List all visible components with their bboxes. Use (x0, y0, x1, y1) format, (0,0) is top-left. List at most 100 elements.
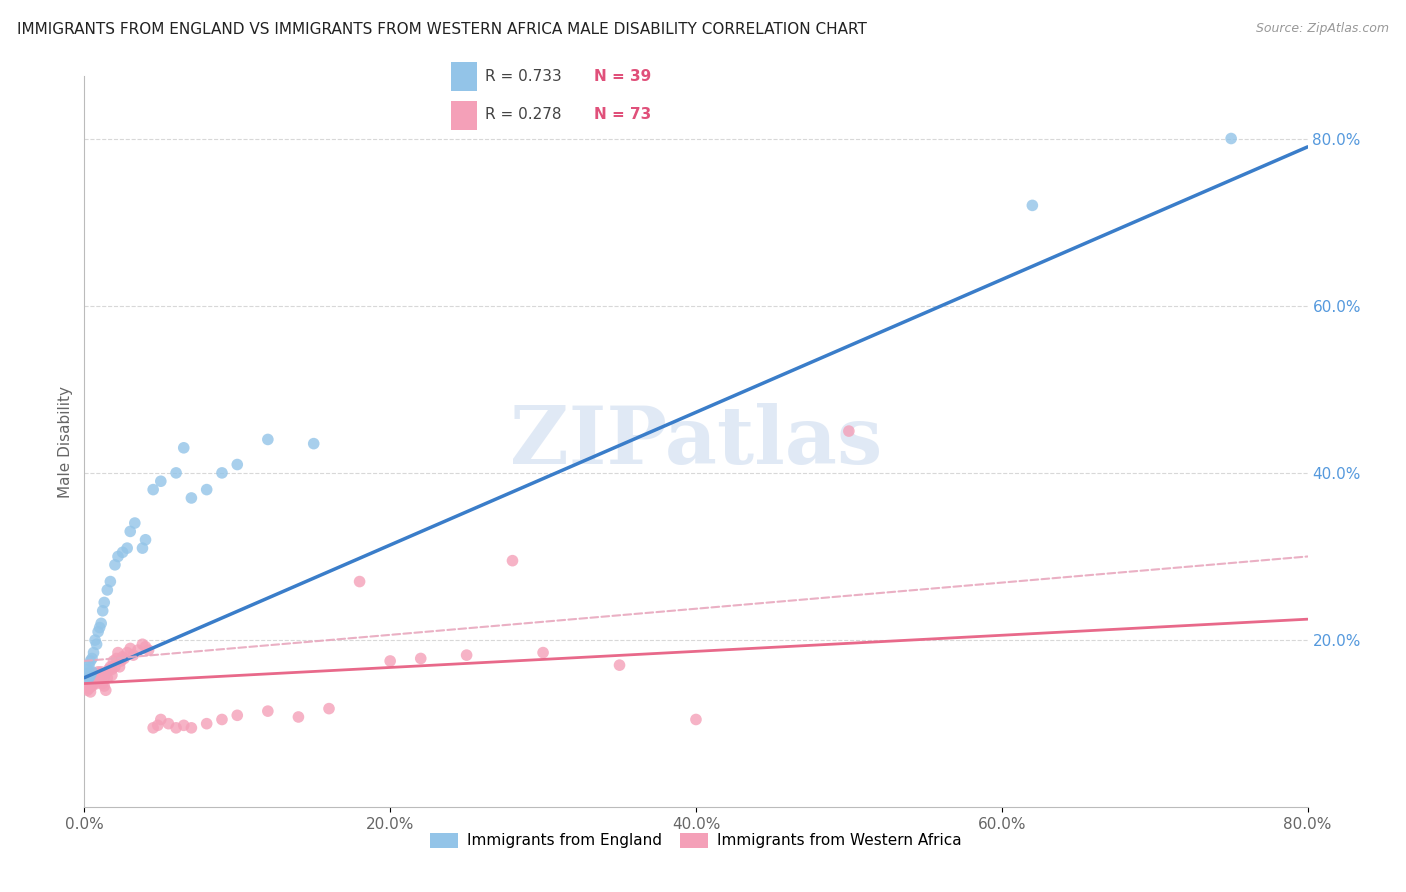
Point (142, 721, 165, 735)
Point (257, 704, 280, 718)
Point (93, 671, 115, 685)
Point (76, 662, 98, 676)
Point (127, 643, 149, 657)
Point (75, 671, 97, 685)
Point (87, 624, 110, 639)
Point (146, 718, 169, 732)
Point (111, 649, 134, 664)
Point (502, 554, 524, 568)
Point (77, 671, 100, 685)
Point (84, 633, 107, 648)
Point (110, 654, 132, 668)
Point (195, 716, 218, 731)
Text: ZIPatlas: ZIPatlas (510, 402, 882, 481)
Point (83, 666, 105, 681)
Point (77, 671, 100, 685)
Point (142, 483, 165, 497)
Point (1021, 198, 1043, 212)
Point (89, 666, 111, 681)
Y-axis label: Male Disability: Male Disability (58, 385, 73, 498)
Point (87, 665, 110, 679)
Point (257, 433, 280, 447)
Point (135, 640, 157, 654)
Point (77, 674, 100, 689)
Point (409, 651, 432, 665)
Point (96, 582, 118, 597)
Point (97, 662, 120, 676)
Point (98, 660, 121, 674)
Point (157, 716, 180, 731)
Point (122, 648, 145, 662)
Point (211, 713, 233, 727)
Point (226, 458, 249, 472)
Point (456, 648, 478, 662)
Point (211, 466, 233, 480)
Point (685, 713, 707, 727)
Point (131, 637, 153, 651)
Point (105, 651, 128, 665)
Point (531, 646, 554, 660)
Point (115, 541, 138, 555)
Point (120, 524, 142, 539)
Text: IMMIGRANTS FROM ENGLAND VS IMMIGRANTS FROM WESTERN AFRICA MALE DISABILITY CORREL: IMMIGRANTS FROM ENGLAND VS IMMIGRANTS FR… (17, 22, 866, 37)
Point (91, 668, 114, 682)
Point (226, 708, 249, 723)
Point (124, 516, 146, 530)
Point (80, 651, 103, 665)
Point (90, 616, 112, 631)
Point (80, 679, 103, 693)
Point (86, 637, 108, 651)
Point (107, 549, 129, 564)
Point (111, 545, 134, 559)
Point (135, 533, 157, 547)
Point (101, 668, 124, 682)
Point (93, 595, 115, 609)
Point (138, 643, 160, 657)
Point (79, 654, 101, 668)
Point (83, 646, 105, 660)
Point (103, 654, 125, 668)
Point (120, 641, 142, 656)
Point (173, 441, 195, 455)
Point (84, 674, 107, 689)
Point (101, 662, 124, 676)
Point (108, 660, 131, 674)
Point (87, 671, 110, 685)
Point (380, 654, 402, 668)
Point (76, 683, 98, 698)
Point (104, 558, 127, 572)
Point (94, 683, 117, 698)
Point (77, 681, 100, 696)
Point (838, 424, 860, 438)
Point (609, 658, 631, 673)
Point (83, 671, 105, 685)
FancyBboxPatch shape (451, 62, 477, 91)
Point (79, 685, 101, 699)
Point (76, 666, 98, 681)
Point (90, 665, 112, 679)
Point (80, 668, 103, 682)
Point (180, 491, 202, 505)
FancyBboxPatch shape (451, 101, 477, 130)
Point (91, 604, 114, 618)
Point (195, 483, 218, 497)
Point (96, 671, 118, 685)
Legend: Immigrants from England, Immigrants from Western Africa: Immigrants from England, Immigrants from… (425, 827, 967, 855)
Point (287, 710, 309, 724)
Point (165, 466, 187, 480)
Point (91, 676, 114, 690)
Point (302, 436, 325, 450)
Point (75, 679, 97, 693)
Point (80, 673, 103, 688)
Point (77, 658, 100, 673)
Point (86, 666, 108, 681)
Point (84, 671, 107, 685)
Text: R = 0.733: R = 0.733 (485, 69, 561, 84)
Point (180, 721, 202, 735)
Text: N = 73: N = 73 (593, 107, 651, 122)
Point (349, 574, 371, 589)
Point (79, 676, 101, 690)
Point (112, 651, 135, 665)
Point (93, 679, 115, 693)
Point (165, 721, 187, 735)
